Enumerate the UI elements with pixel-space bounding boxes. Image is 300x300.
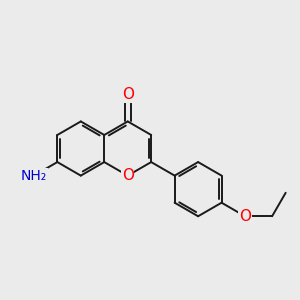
Text: O: O [239, 209, 251, 224]
Text: NH₂: NH₂ [21, 169, 47, 183]
Text: O: O [122, 168, 134, 183]
Text: O: O [122, 87, 134, 102]
